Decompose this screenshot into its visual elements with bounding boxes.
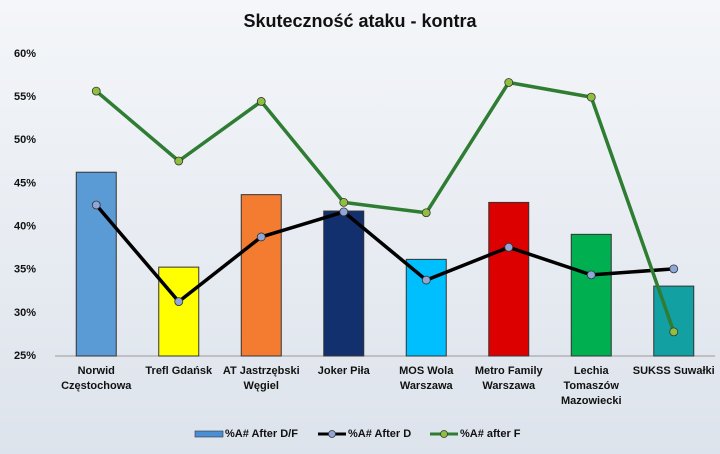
marker (421, 275, 431, 285)
x-tick-label: Lechia Tomaszów Mazowiecki (560, 365, 622, 407)
x-tick-label: AT Jastrzębski Węgiel (222, 365, 300, 392)
line (95, 80, 676, 333)
marker (91, 86, 101, 96)
bar (240, 194, 282, 357)
x-tick-label: SUKSS Suwałki (632, 365, 715, 377)
bar (488, 201, 530, 357)
y-tick-label: 55% (14, 91, 36, 103)
marker (504, 78, 514, 87)
marker (256, 232, 266, 242)
legend-label: %A# After D (348, 428, 411, 440)
legend-marker (440, 430, 448, 438)
marker (586, 270, 596, 280)
bar (158, 266, 200, 357)
bar (75, 171, 117, 357)
marker (504, 242, 514, 252)
marker (669, 264, 679, 274)
chart-title: Skuteczność ataku - kontra (243, 11, 477, 31)
legend-marker (328, 430, 336, 438)
bar (570, 233, 612, 357)
x-tick-label: Trefl Gdańsk (145, 365, 213, 377)
marker (174, 297, 184, 307)
marker (669, 327, 679, 337)
y-tick-label: 60% (14, 48, 36, 60)
legend-label: %A# After D/F (225, 428, 298, 440)
marker (339, 207, 349, 217)
line (94, 203, 674, 304)
marker (91, 200, 101, 210)
x-tick-label: Metro Family Warszawa (474, 365, 543, 392)
y-tick-label: 45% (14, 177, 36, 189)
y-tick-label: 35% (14, 264, 36, 276)
marker (174, 156, 184, 166)
y-tick-label: 40% (14, 220, 36, 232)
legend-label: %A# after F (460, 428, 521, 440)
y-tick-label: 50% (14, 134, 36, 146)
marker (339, 198, 349, 207)
x-tick-label: Joker Piła (317, 365, 370, 377)
x-tick-label: MOS Wola Warszawa (399, 365, 454, 392)
marker (586, 92, 596, 102)
bar (323, 210, 365, 357)
marker (256, 97, 266, 106)
y-tick-label: 30% (14, 307, 36, 319)
legend-swatch (194, 430, 224, 438)
x-tick-label: Norwid Częstochowa (61, 365, 132, 392)
y-tick-label: 25% (14, 350, 36, 362)
marker (421, 208, 431, 218)
